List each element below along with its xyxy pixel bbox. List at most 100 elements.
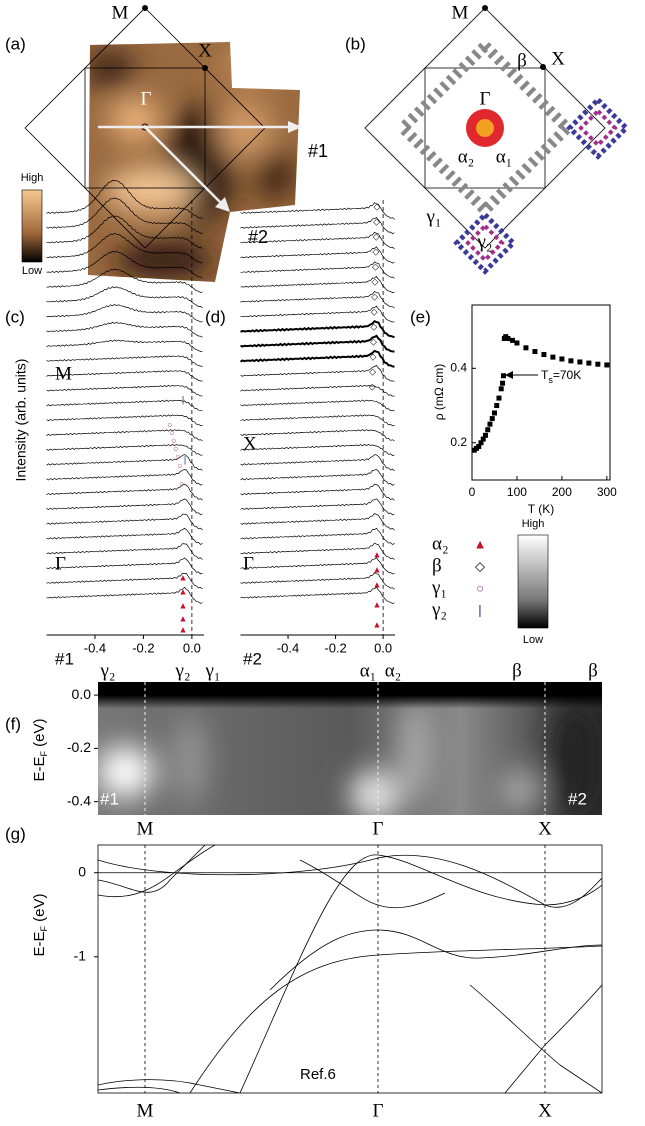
edc-curve	[240, 498, 395, 516]
peak-marker: ◇	[369, 381, 376, 391]
annotation: X	[243, 433, 257, 454]
point	[540, 64, 546, 70]
edc-curve	[46, 498, 203, 516]
band-label: β	[512, 660, 522, 681]
colorbar-label: Low	[523, 634, 543, 646]
y-tick-label: 0	[78, 863, 86, 879]
data-point	[595, 361, 601, 367]
y-tick-label: -1	[74, 948, 87, 964]
edc-curve	[240, 572, 395, 590]
data-point	[491, 410, 497, 416]
y-axis-title: ρ (mΩ cm)	[432, 364, 446, 420]
data-point	[500, 373, 506, 379]
heatmap-image	[98, 682, 602, 815]
legend-label: β	[432, 555, 442, 576]
panel-label: (g)	[5, 824, 26, 843]
peak-marker: ▲	[179, 600, 188, 610]
point-label: Γ	[373, 818, 384, 839]
band-label: β	[588, 660, 598, 681]
cut-label: #2	[568, 789, 587, 808]
edc-curve	[46, 384, 203, 397]
brillouin-zone	[364, 7, 606, 249]
data-point	[559, 356, 565, 362]
edc-curve	[46, 339, 203, 352]
edc-curve	[240, 319, 395, 339]
edc-curve	[46, 197, 203, 235]
band-label: α₁	[360, 660, 377, 681]
edc-curve	[46, 513, 203, 531]
plot-frame	[471, 304, 611, 481]
legend-marker: ▲	[474, 536, 487, 551]
peak-marker: ○	[175, 451, 180, 461]
peak-marker: ▲	[373, 549, 382, 559]
beta-pocket	[395, 38, 575, 218]
panel-label: (e)	[410, 307, 431, 326]
data-point	[476, 443, 482, 449]
x-tick-label: 100	[507, 485, 527, 499]
band-structure	[98, 845, 602, 1093]
edc-curve	[46, 454, 203, 471]
peak-marker: ○	[167, 419, 172, 429]
data-point	[478, 440, 484, 446]
edc-curve	[240, 443, 395, 456]
data-point	[494, 403, 500, 409]
data-point	[509, 337, 515, 343]
band-label: β	[517, 50, 527, 71]
legend-label: γ₂	[431, 599, 447, 620]
legend: High Low	[517, 518, 549, 646]
note: Ref.6	[300, 1066, 336, 1083]
edc-curve	[240, 469, 395, 486]
legend-marker: |	[478, 602, 481, 617]
data-point	[586, 360, 592, 366]
peak-marker: ◇	[371, 306, 378, 316]
cut-label: #2	[248, 227, 268, 247]
annotation: Γ	[243, 553, 254, 574]
edc-curve	[46, 572, 203, 590]
y-axis-title-part: (eV)	[31, 718, 48, 751]
y-axis-title-part: E-E	[31, 932, 48, 957]
peak-marker: ◇	[374, 201, 381, 211]
band	[269, 929, 602, 991]
data-point	[523, 345, 529, 351]
data-point	[496, 395, 502, 401]
edc-curve	[240, 454, 395, 471]
edc-curve	[46, 429, 203, 442]
peak-marker: ▲	[373, 599, 382, 609]
band-label: γ₂	[99, 660, 115, 681]
edc-curve	[240, 305, 395, 323]
data-point	[500, 380, 506, 386]
annotation-part: T	[541, 368, 549, 382]
edc-curve	[46, 286, 203, 309]
y-axis-title: Intensity (arb. units)	[13, 359, 29, 482]
edc-curves	[46, 180, 203, 604]
data-point	[498, 386, 504, 392]
annotation-part: =70K	[553, 368, 581, 382]
data-point	[489, 416, 495, 422]
y-axis-title-part: E-E	[31, 757, 48, 782]
alpha1-pocket	[476, 119, 494, 137]
data-point	[568, 358, 574, 364]
edc-curve	[46, 543, 203, 560]
band	[189, 945, 602, 1093]
point-label: Γ	[373, 1100, 384, 1121]
data-point	[482, 432, 488, 438]
point	[202, 65, 208, 71]
edc-curve	[240, 365, 395, 382]
edc-curve	[240, 414, 395, 427]
colorbar-label: High	[522, 518, 545, 530]
peak-marker: ◇	[369, 366, 376, 376]
panel-label: (b)	[345, 34, 366, 53]
point-label: X	[538, 818, 552, 839]
point-label: X	[551, 48, 565, 69]
colorbar-label: Low	[22, 265, 42, 277]
edc-curve	[240, 586, 395, 604]
data-point	[487, 421, 493, 427]
legend-marker: ◇	[475, 558, 485, 573]
data-point	[532, 349, 538, 355]
edc-curve	[240, 384, 395, 397]
edc-curve	[240, 513, 395, 531]
edc-curve	[46, 414, 203, 426]
point-label: X	[538, 1100, 552, 1121]
panel-label: (f)	[5, 714, 21, 733]
band-label: α₁	[496, 146, 513, 167]
